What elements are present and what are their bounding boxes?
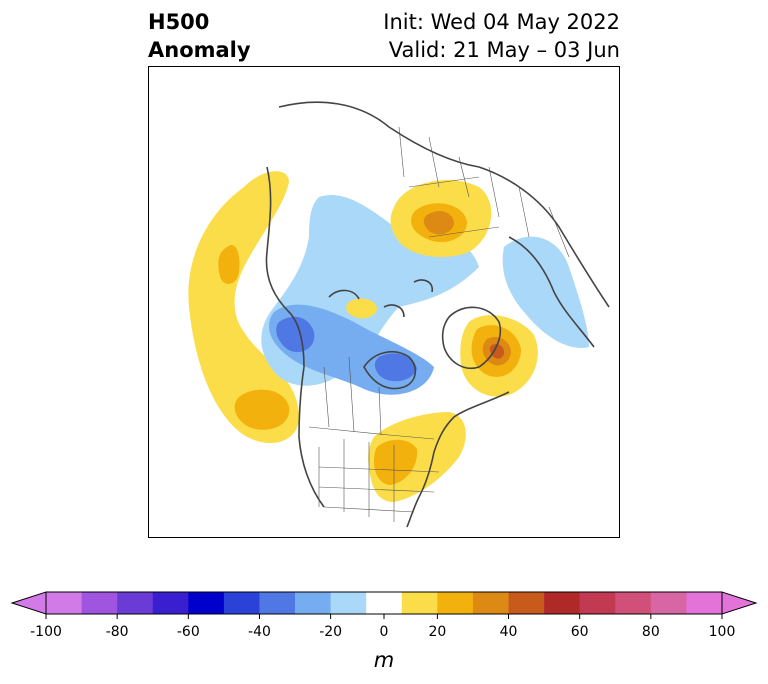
colorbar-tick-label: -100	[30, 624, 62, 640]
anomaly-positive-alaska	[188, 171, 299, 444]
border-us-canada	[308, 426, 435, 440]
map-svg	[188, 101, 610, 528]
colorbar-tick-label: -80	[105, 624, 129, 640]
colorbar-segment	[152, 592, 189, 614]
colorbar-tick-label: -40	[248, 624, 271, 640]
valid-range-label: Valid: 21 May – 03 Jun	[388, 38, 620, 62]
title-field: H500	[148, 10, 210, 34]
title-subfield: Anomaly	[148, 38, 251, 62]
anomaly-positive-eastern-us-core	[374, 439, 418, 485]
border-canada-provinces	[323, 356, 382, 436]
coastlines	[265, 101, 610, 528]
colorbar-tick-label: 100	[708, 624, 736, 640]
colorbar-segment	[188, 592, 225, 614]
colorbar-segment	[401, 592, 438, 614]
anomaly-map	[148, 66, 620, 538]
colorbar-segment	[579, 592, 616, 614]
anomaly-positive-pacific-core	[234, 389, 290, 430]
coastline-arctic-islands	[328, 279, 434, 318]
colorbar	[10, 591, 758, 619]
colorbar-segment	[81, 592, 118, 614]
colorbar-segment	[472, 592, 509, 614]
colorbar-segment	[686, 592, 723, 614]
anomaly-field	[188, 171, 589, 502]
anomaly-positive-greenland-peak	[489, 344, 505, 359]
colorbar-segment	[295, 592, 331, 614]
colorbar-segment	[437, 592, 474, 614]
init-date-label: Init: Wed 04 May 2022	[383, 10, 620, 34]
colorbar-tick-label: 40	[499, 624, 518, 640]
colorbar-units: m	[373, 648, 395, 672]
colorbar-segment	[330, 592, 367, 614]
colorbar-extend-low	[10, 591, 47, 615]
border-us-states	[318, 439, 440, 522]
colorbar-segment	[615, 592, 652, 614]
colorbar-tick-label: 60	[570, 624, 589, 640]
anomaly-negative-eurasia	[502, 236, 589, 348]
colorbar-tick-label: 0	[379, 624, 389, 640]
coastline-greenland	[441, 306, 501, 369]
coastline-hudson-bay	[363, 351, 417, 390]
colorbar-segment	[259, 592, 296, 614]
colorbar-segment	[366, 592, 403, 614]
colorbar-segment	[46, 592, 82, 614]
coastline-eurasia	[278, 101, 610, 308]
colorbar-segment	[650, 592, 687, 614]
colorbar-tick-label: -60	[176, 624, 200, 640]
colorbar-segment	[223, 592, 260, 614]
anomaly-positive-arctic	[346, 298, 377, 319]
colorbar-extend-high	[721, 591, 758, 615]
anomaly-positive-alaska-core	[218, 245, 240, 285]
colorbar-segment	[544, 592, 580, 614]
anomaly-negative-hudson-core	[374, 353, 417, 382]
colorbar-tick-label: -20	[319, 624, 343, 640]
borders	[308, 126, 570, 522]
chart-title-right: Init: Wed 04 May 2022 Valid: 21 May – 03…	[383, 8, 620, 64]
colorbar-tick-label: 20	[428, 624, 447, 640]
colorbar-segment	[508, 592, 545, 614]
coastline-north-america-west	[265, 166, 325, 508]
border-eurasia	[398, 126, 570, 258]
colorbar-segment	[117, 592, 154, 614]
anomaly-positive-russia-peak	[423, 211, 454, 235]
coastline-north-america-east	[406, 391, 510, 528]
chart-title-left: H500 Anomaly	[148, 8, 251, 64]
colorbar-tick-label: 80	[641, 624, 660, 640]
anomaly-negative-canada-core	[276, 316, 315, 353]
colorbar-segments	[10, 591, 758, 619]
coastline-europe	[508, 236, 595, 348]
